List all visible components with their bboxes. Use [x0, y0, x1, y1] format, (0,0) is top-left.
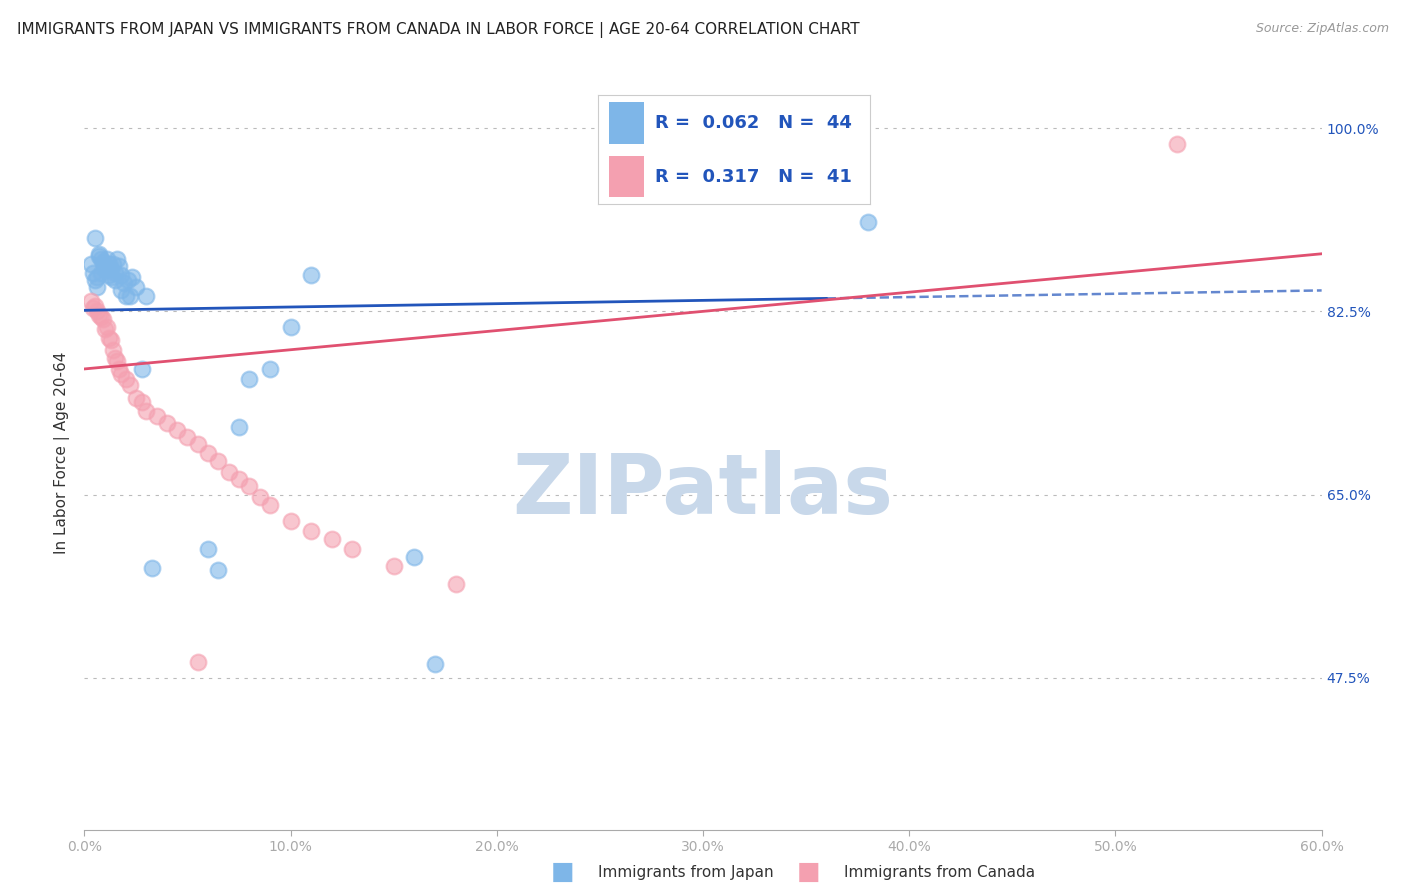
Point: [90, 310, 112, 324]
Point: [249, 490, 271, 504]
Point: [187, 655, 209, 669]
Point: [238, 372, 260, 386]
Point: [218, 465, 240, 479]
Point: [856, 215, 879, 229]
Text: Immigrants from Japan: Immigrants from Japan: [598, 865, 773, 880]
Point: [382, 558, 405, 573]
Point: [228, 472, 250, 486]
Point: [100, 269, 122, 284]
Point: [112, 276, 135, 290]
Point: [103, 343, 125, 357]
Point: [207, 454, 229, 468]
Point: [1166, 136, 1188, 151]
Point: [121, 269, 143, 284]
Point: [197, 445, 219, 460]
Point: [91, 311, 114, 326]
Point: [105, 252, 128, 266]
Point: [117, 273, 139, 287]
Point: [141, 561, 163, 575]
Point: [118, 377, 141, 392]
Point: [299, 268, 322, 282]
Point: [90, 266, 112, 280]
Point: [114, 372, 136, 386]
Text: ■: ■: [797, 861, 820, 884]
Point: [86, 269, 108, 284]
Point: [187, 437, 209, 451]
Point: [108, 260, 131, 274]
Point: [86, 304, 108, 318]
Point: [103, 257, 125, 271]
Y-axis label: In Labor Force | Age 20-64: In Labor Force | Age 20-64: [55, 351, 70, 554]
Point: [280, 320, 302, 334]
Point: [280, 514, 302, 528]
Point: [104, 351, 127, 366]
Point: [114, 288, 136, 302]
Point: [125, 391, 148, 405]
Point: [98, 257, 121, 271]
Point: [86, 280, 108, 294]
Point: [238, 479, 260, 493]
Point: [342, 541, 364, 556]
Point: [207, 563, 229, 577]
Text: Source: ZipAtlas.com: Source: ZipAtlas.com: [1256, 22, 1389, 36]
Point: [131, 362, 153, 376]
Point: [166, 423, 188, 437]
Point: [82, 301, 104, 316]
Point: [299, 524, 322, 539]
Point: [145, 409, 167, 423]
Point: [108, 362, 131, 376]
Point: [135, 288, 157, 302]
Point: [118, 288, 141, 302]
Point: [83, 231, 105, 245]
Text: IMMIGRANTS FROM JAPAN VS IMMIGRANTS FROM CANADA IN LABOR FORCE | AGE 20-64 CORRE: IMMIGRANTS FROM JAPAN VS IMMIGRANTS FROM…: [17, 22, 859, 38]
Point: [83, 299, 105, 313]
Point: [87, 249, 110, 263]
Point: [110, 268, 132, 282]
Point: [94, 260, 117, 274]
Point: [321, 532, 343, 546]
Point: [100, 262, 122, 277]
Point: [94, 322, 117, 336]
Point: [90, 252, 112, 266]
Point: [125, 280, 148, 294]
Point: [98, 268, 121, 282]
Point: [259, 498, 281, 512]
Point: [104, 273, 127, 287]
Point: [98, 330, 121, 344]
Point: [79, 257, 101, 271]
Point: [176, 430, 198, 444]
Point: [87, 247, 110, 261]
Point: [79, 293, 101, 308]
Text: ■: ■: [551, 861, 574, 884]
Point: [131, 395, 153, 409]
Text: Immigrants from Canada: Immigrants from Canada: [844, 865, 1035, 880]
Point: [96, 320, 118, 334]
Point: [156, 417, 179, 431]
Point: [404, 550, 426, 565]
Point: [105, 353, 128, 368]
Point: [91, 255, 114, 269]
Point: [110, 367, 132, 381]
Point: [82, 266, 104, 280]
Point: [110, 284, 132, 298]
Point: [228, 419, 250, 434]
Point: [83, 273, 105, 287]
Point: [197, 541, 219, 556]
Point: [423, 657, 446, 672]
Point: [135, 404, 157, 418]
Point: [444, 576, 467, 591]
Point: [100, 333, 122, 347]
Point: [87, 308, 110, 322]
Text: ZIPatlas: ZIPatlas: [513, 450, 893, 531]
Point: [96, 252, 118, 266]
Point: [259, 362, 281, 376]
Point: [104, 266, 127, 280]
Point: [94, 262, 117, 277]
